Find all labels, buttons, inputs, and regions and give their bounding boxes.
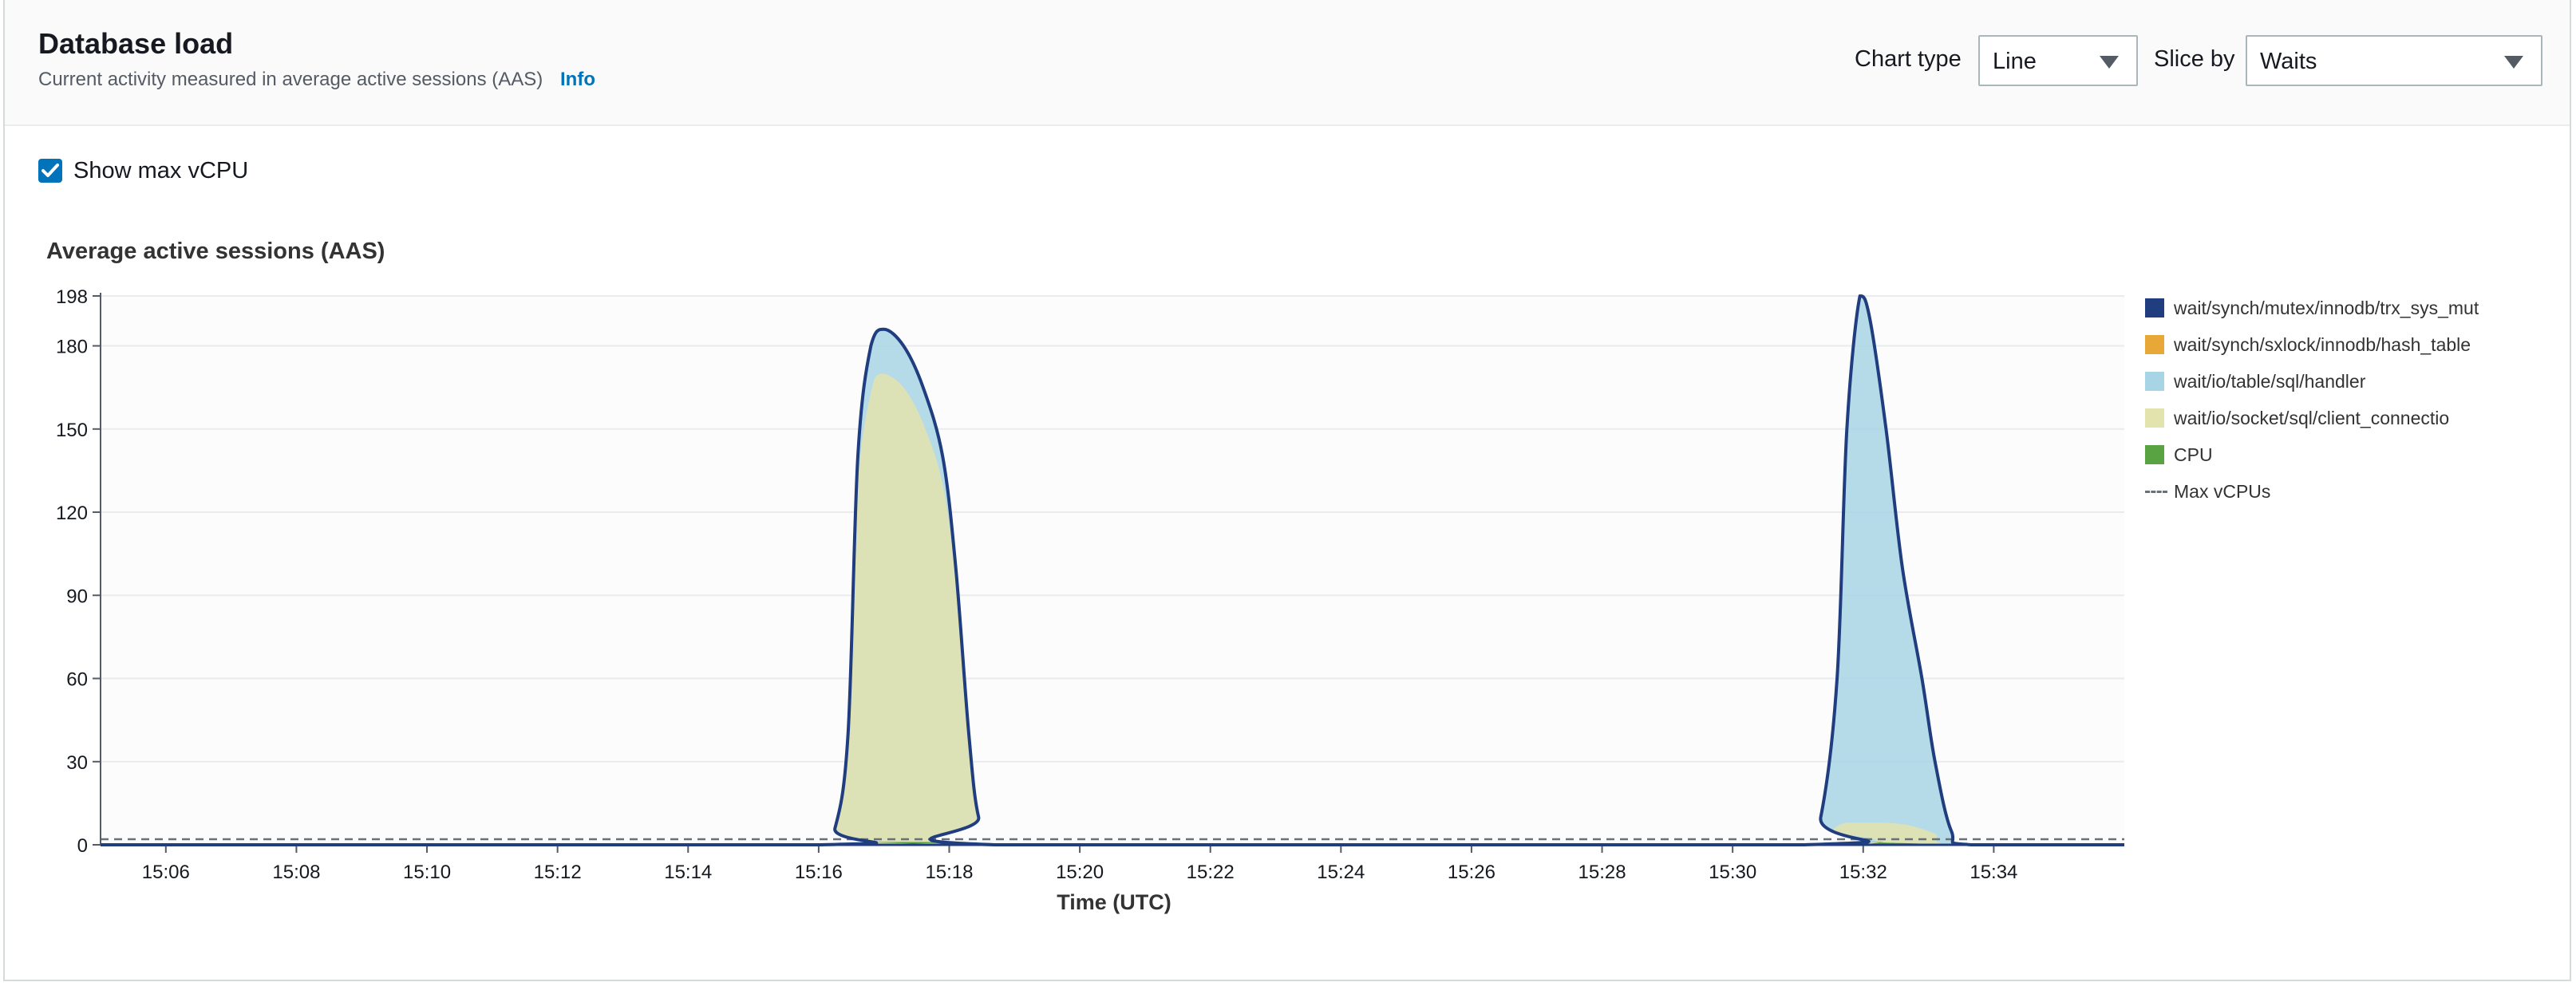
x-tick-label: 15:10 — [403, 862, 451, 883]
legend-color-swatch — [2145, 335, 2164, 354]
x-tick-label: 15:18 — [925, 862, 973, 883]
y-tick-label: 120 — [56, 503, 88, 524]
show-max-vcpu-checkbox[interactable] — [38, 159, 62, 183]
legend-label: wait/io/table/sql/handler — [2174, 371, 2366, 392]
x-tick-label: 15:16 — [795, 862, 843, 883]
x-tick-label: 15:12 — [534, 862, 582, 883]
plot-area — [101, 296, 2124, 845]
slice-by-value: Waits — [2260, 49, 2317, 74]
x-tick-label: 15:08 — [272, 862, 320, 883]
x-tick-label: 15:26 — [1448, 862, 1495, 883]
chart-type-value: Line — [1993, 49, 2037, 74]
y-tick-label: 180 — [56, 337, 88, 358]
x-tick-label: 15:24 — [1317, 862, 1365, 883]
legend-color-swatch — [2145, 372, 2164, 391]
chart-type-select[interactable]: Line — [1978, 35, 2138, 86]
x-tick-label: 15:34 — [1970, 862, 2017, 883]
x-tick-label: 15:28 — [1578, 862, 1626, 883]
chart-title: Average active sessions (AAS) — [46, 239, 385, 264]
x-tick-label: 15:32 — [1839, 862, 1887, 883]
y-tick-label: 90 — [66, 586, 88, 607]
slice-by-label: Slice by — [2154, 46, 2235, 72]
panel-description: Current activity measured in average act… — [38, 69, 543, 90]
x-tick-label: 15:20 — [1056, 862, 1104, 883]
legend-label: wait/io/socket/sql/client_connectio — [2174, 408, 2450, 428]
legend-label: wait/synch/mutex/innodb/trx_sys_mut — [2174, 298, 2479, 318]
legend-label: wait/synch/sxlock/innodb/hash_table — [2174, 334, 2471, 355]
y-tick-label: 0 — [77, 835, 88, 857]
chevron-down-icon — [2504, 56, 2523, 69]
chart-type-label: Chart type — [1855, 46, 1962, 72]
legend-label: CPU — [2174, 444, 2213, 465]
checkmark-icon — [41, 164, 59, 177]
x-tick-label: 15:06 — [142, 862, 190, 883]
y-tick-label: 60 — [66, 669, 88, 691]
legend-label: Max vCPUs — [2174, 481, 2271, 502]
y-tick-label: 150 — [56, 420, 88, 441]
x-axis-label: Time (UTC) — [1057, 890, 1171, 914]
info-link[interactable]: Info — [560, 69, 595, 90]
legend-color-swatch — [2145, 408, 2164, 428]
x-tick-label: 15:14 — [664, 862, 712, 883]
legend-dash-swatch — [2145, 491, 2167, 493]
x-tick-label: 15:30 — [1709, 862, 1756, 883]
panel-title: Database load — [38, 27, 234, 60]
legend-color-swatch — [2145, 445, 2164, 464]
x-tick-label: 15:22 — [1187, 862, 1235, 883]
y-tick-label: 198 — [56, 286, 88, 308]
panel-header: Database load Current activity measured … — [5, 0, 2570, 126]
y-tick-label: 30 — [66, 752, 88, 774]
slice-by-select[interactable]: Waits — [2246, 35, 2542, 86]
legend-color-swatch — [2145, 298, 2164, 317]
show-max-vcpu-label: Show max vCPU — [73, 158, 249, 183]
chevron-down-icon — [2100, 56, 2119, 69]
series-area-wait-io-table-sql-handler — [101, 296, 2124, 845]
